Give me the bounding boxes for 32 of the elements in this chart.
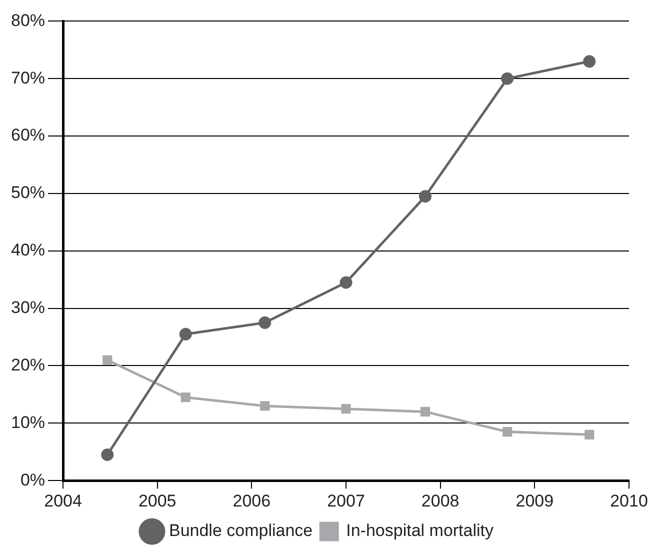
point: [180, 392, 190, 402]
point: [101, 448, 114, 462]
point: [102, 355, 112, 365]
point: [501, 72, 514, 85]
legend-label: In-hospital mortality: [346, 521, 494, 540]
y-tick-label: 0%: [20, 470, 46, 490]
point: [341, 404, 351, 414]
x-tick-label: 2005: [138, 491, 176, 510]
y-tick-label: 70%: [10, 68, 46, 88]
y-tick-label: 10%: [10, 412, 46, 432]
point: [583, 55, 596, 68]
x-tick-label: 2009: [516, 491, 554, 510]
x-tick-label: 2010: [610, 491, 648, 510]
point: [420, 406, 430, 416]
y-tick-label: 20%: [10, 355, 46, 374]
point: [260, 401, 270, 411]
x-tick-label: 2004: [44, 491, 82, 510]
point: [258, 316, 272, 329]
legend-label: Bundle compliance: [168, 521, 313, 540]
point: [419, 190, 432, 203]
point: [584, 430, 594, 440]
x-tick-label: 2006: [232, 491, 271, 510]
point: [502, 427, 512, 437]
x-tick-label: 2007: [327, 491, 365, 510]
point: [340, 276, 352, 289]
y-tick-label: 40%: [10, 240, 46, 260]
y-tick-label: 80%: [10, 10, 46, 30]
y-tick-label: 60%: [10, 126, 46, 145]
y-tick-label: 30%: [10, 298, 46, 318]
x-tick-label: 2008: [421, 491, 460, 510]
y-tick-label: 50%: [10, 183, 46, 202]
point: [179, 328, 192, 340]
